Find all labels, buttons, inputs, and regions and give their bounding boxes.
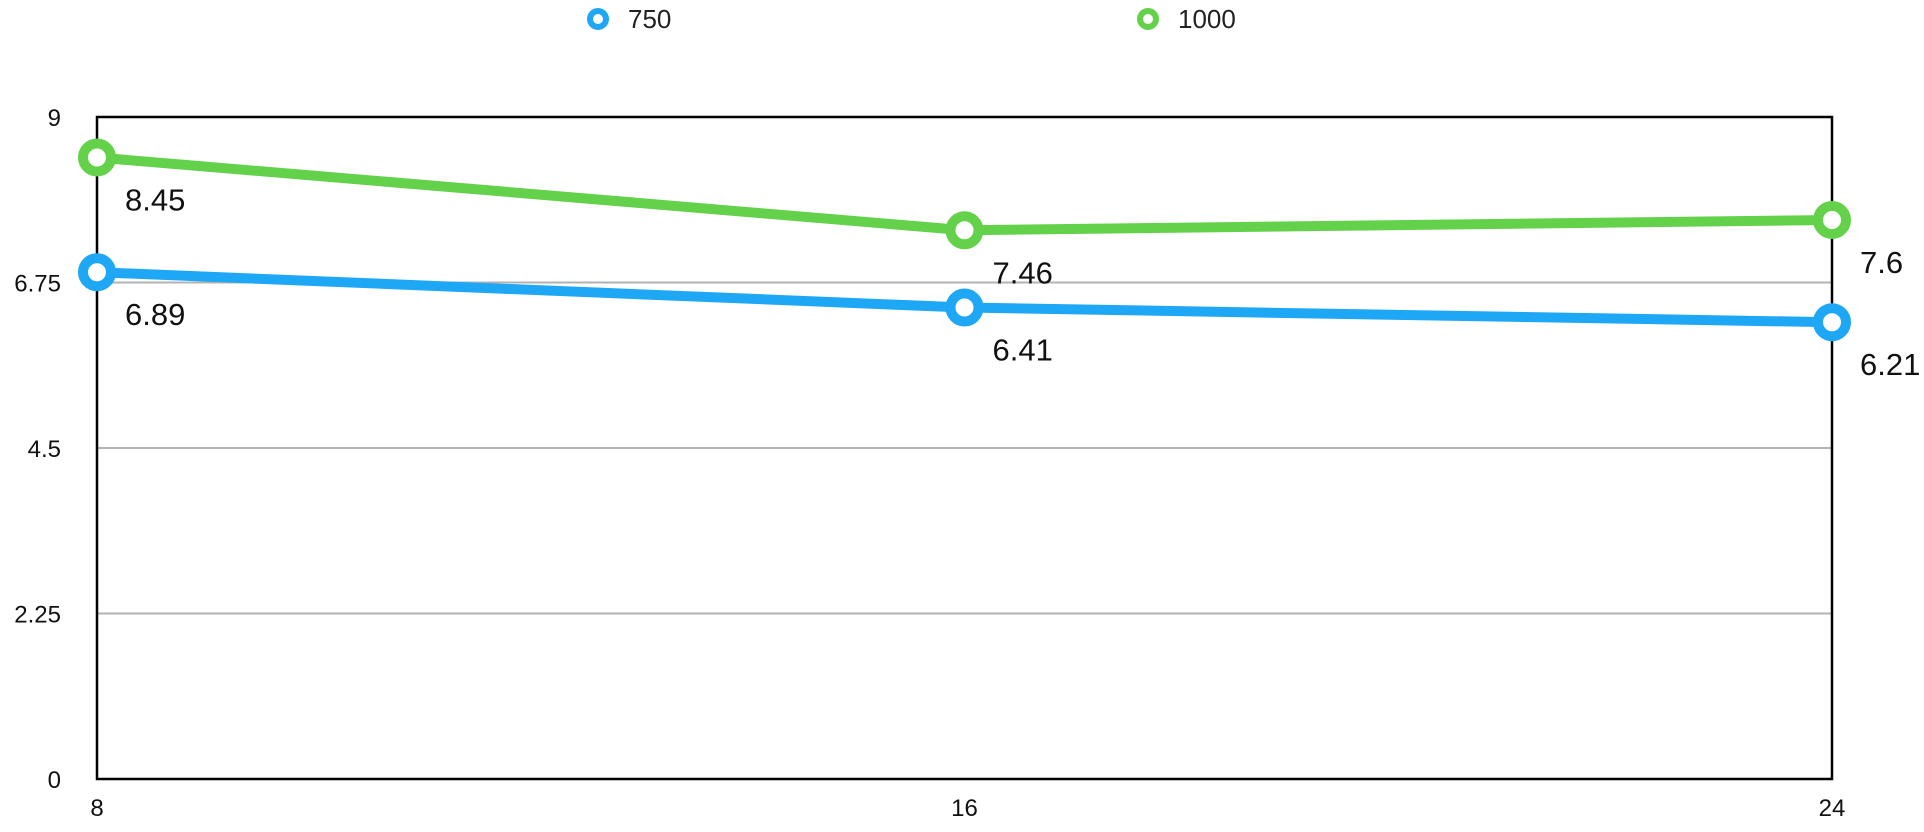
x-tick-label: 24 [1819, 795, 1846, 822]
legend-item-1000: 1000 [1137, 4, 1236, 34]
legend-label: 1000 [1178, 4, 1236, 34]
x-tick-label: 16 [951, 795, 978, 822]
data-point [1813, 200, 1851, 239]
data-label: 6.89 [125, 297, 185, 332]
data-label: 7.46 [993, 255, 1053, 290]
data-label: 8.45 [125, 182, 185, 217]
y-tick-label: 2.25 [14, 602, 61, 629]
legend-item-750: 750 [587, 4, 671, 34]
legend-marker [1137, 8, 1159, 30]
y-tick-label: 9 [48, 105, 61, 132]
plot-frame [95, 115, 1834, 781]
y-tick-label: 6.75 [14, 271, 61, 298]
data-label: 6.41 [993, 333, 1053, 368]
series-1000: 8.45 7.46 7.6 [78, 138, 1903, 290]
x-tick-label: 8 [90, 795, 103, 822]
series-750: 6.89 6.41 6.21 [78, 253, 1920, 382]
legend-label: 750 [628, 4, 671, 34]
data-point [78, 138, 116, 177]
data-label: 6.21 [1860, 347, 1920, 382]
series-group: 6.89 6.41 6.21 8.45 7.46 7.6 [78, 138, 1920, 382]
data-label: 7.6 [1860, 245, 1903, 280]
data-point [945, 288, 984, 327]
x-axis-ticks: 8 16 24 [90, 795, 1845, 822]
data-point [78, 253, 116, 292]
y-axis-ticks: 0 2.25 4.5 6.75 9 [14, 105, 61, 794]
legend-marker [587, 8, 609, 30]
legend: 750 1000 [587, 4, 1236, 34]
y-tick-label: 0 [48, 767, 61, 794]
grid-lines [97, 281, 1832, 615]
data-point [1813, 303, 1851, 342]
data-point [945, 211, 984, 250]
y-tick-label: 4.5 [28, 436, 61, 463]
